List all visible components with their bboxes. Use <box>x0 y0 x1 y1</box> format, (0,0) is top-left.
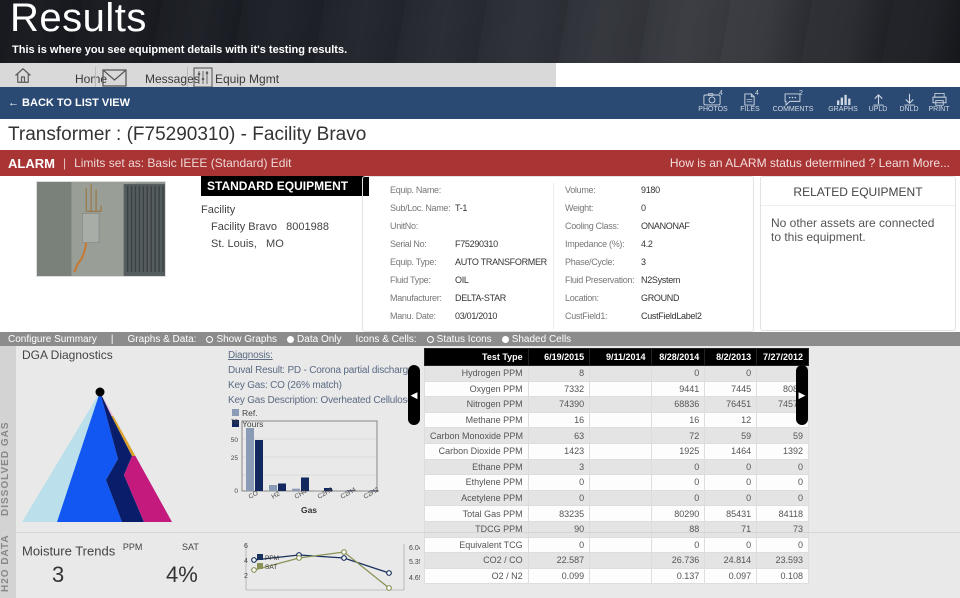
svg-text:H2: H2 <box>271 490 282 500</box>
svg-text:C2H6: C2H6 <box>317 486 335 501</box>
svg-text:SAT: SAT <box>265 564 277 571</box>
svg-text:0: 0 <box>234 488 238 495</box>
svg-text:2: 2 <box>244 573 248 580</box>
svg-text:25: 25 <box>231 455 239 462</box>
svg-text:Gas: Gas <box>301 505 317 515</box>
svg-text:4.65: 4.65 <box>409 575 420 582</box>
svg-text:5.35: 5.35 <box>409 559 420 566</box>
svg-text:75: 75 <box>231 419 239 426</box>
svg-text:50: 50 <box>231 437 239 444</box>
svg-text:4: 4 <box>244 558 248 565</box>
svg-text:6.04: 6.04 <box>409 545 420 552</box>
svg-text:C2H4: C2H4 <box>340 486 358 501</box>
svg-text:6: 6 <box>244 543 248 550</box>
svg-text:C2H2: C2H2 <box>363 486 381 501</box>
svg-text:PPM: PPM <box>265 555 279 562</box>
